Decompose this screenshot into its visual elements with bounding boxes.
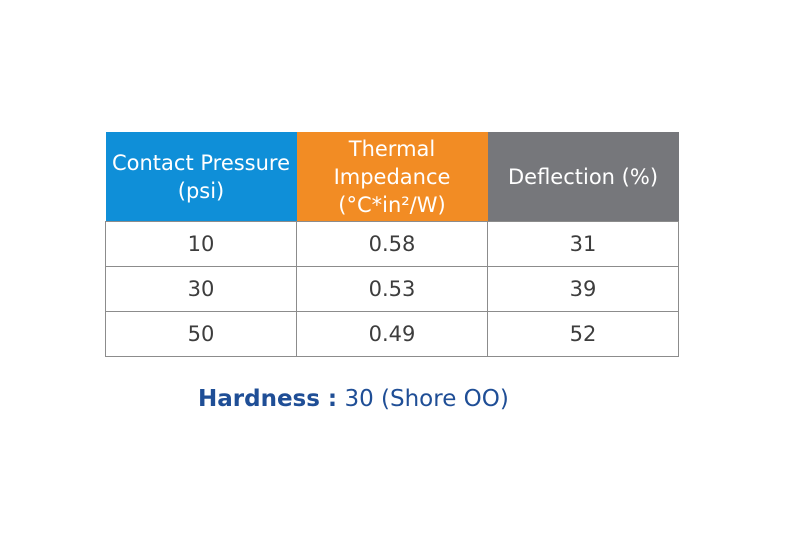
hardness-note: Hardness : 30 (Shore OO) bbox=[198, 386, 509, 412]
header-thermal-impedance: Thermal Impedance (°C*in²/W) bbox=[296, 132, 488, 222]
cell-contact-pressure: 30 bbox=[105, 266, 297, 312]
hardness-value: 30 (Shore OO) bbox=[344, 386, 509, 412]
cell-deflection: 52 bbox=[487, 311, 679, 357]
table-row: 50 0.49 52 bbox=[105, 311, 679, 357]
cell-deflection: 31 bbox=[487, 221, 679, 267]
cell-thermal-impedance: 0.58 bbox=[296, 221, 488, 267]
table-row: 10 0.58 31 bbox=[105, 221, 679, 267]
cell-deflection: 39 bbox=[487, 266, 679, 312]
cell-contact-pressure: 50 bbox=[105, 311, 297, 357]
cell-contact-pressure: 10 bbox=[105, 221, 297, 267]
table-body: 10 0.58 31 30 0.53 39 50 0.49 52 bbox=[105, 221, 679, 357]
cell-thermal-impedance: 0.49 bbox=[296, 311, 488, 357]
header-deflection: Deflection (%) bbox=[487, 132, 679, 222]
properties-table: Contact Pressure (psi) Thermal Impedance… bbox=[105, 132, 679, 357]
hardness-label: Hardness : bbox=[198, 386, 338, 412]
table-row: 30 0.53 39 bbox=[105, 266, 679, 312]
table-header: Contact Pressure (psi) Thermal Impedance… bbox=[105, 132, 679, 222]
header-contact-pressure: Contact Pressure (psi) bbox=[105, 132, 297, 222]
cell-thermal-impedance: 0.53 bbox=[296, 266, 488, 312]
header-row: Contact Pressure (psi) Thermal Impedance… bbox=[105, 132, 679, 222]
